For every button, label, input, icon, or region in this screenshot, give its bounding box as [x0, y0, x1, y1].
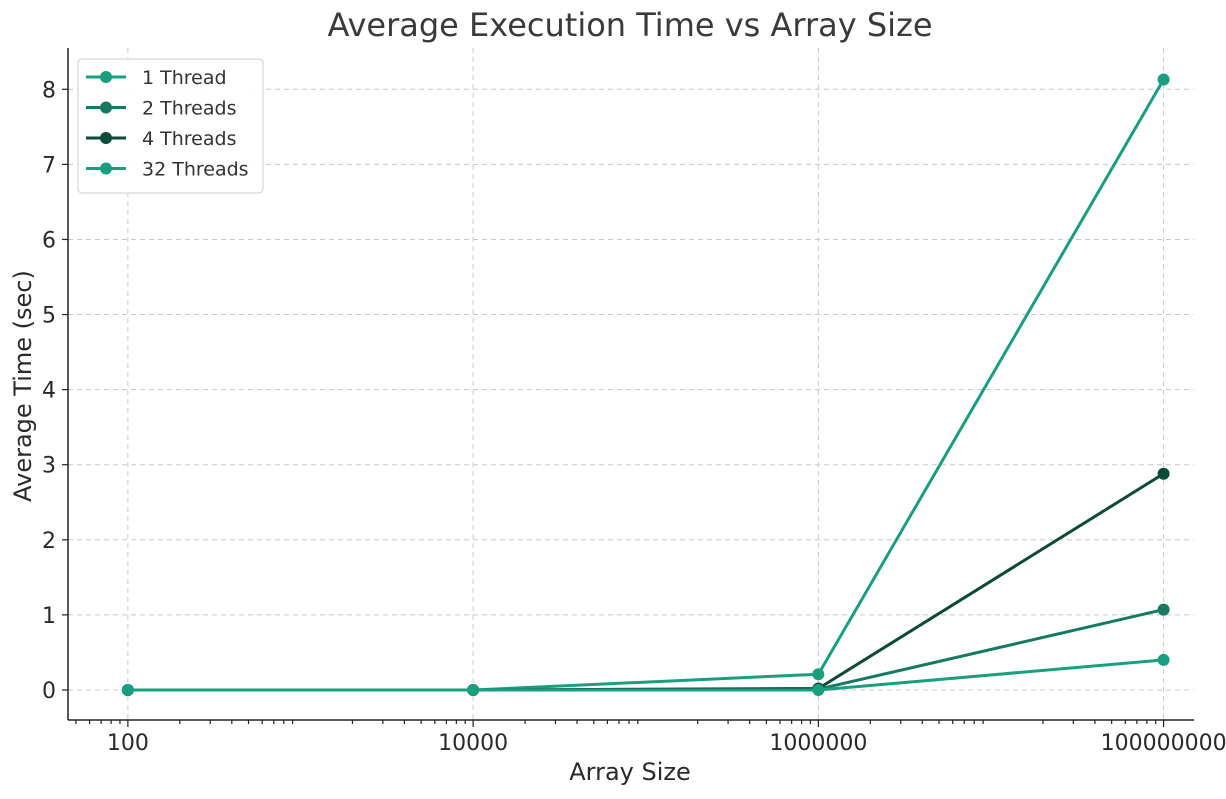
- data-point-4-threads: [1158, 468, 1170, 480]
- y-tick-label: 8: [42, 78, 56, 103]
- y-tick-label: 4: [42, 379, 56, 404]
- series-lines: [122, 74, 1170, 696]
- legend-marker: [100, 102, 112, 114]
- series-1-thread: [122, 74, 1170, 696]
- series-line-32-threads: [128, 660, 1164, 690]
- x-tick-label: 100000000: [1101, 731, 1226, 756]
- series-line-2-threads: [128, 610, 1164, 690]
- x-axis-label: Array Size: [569, 758, 691, 786]
- y-tick-label: 6: [42, 228, 56, 253]
- series-line-4-threads: [128, 474, 1164, 690]
- series-line-1-thread: [128, 80, 1164, 691]
- legend-marker: [100, 132, 112, 144]
- legend-label: 32 Threads: [142, 159, 249, 181]
- data-point-32-threads: [1158, 654, 1170, 666]
- x-tick-label: 1000000: [769, 731, 867, 756]
- series-32-threads: [122, 654, 1170, 696]
- legend-marker: [100, 163, 112, 175]
- data-point-32-threads: [122, 684, 134, 696]
- legend-marker: [100, 71, 112, 83]
- y-tick-label: 2: [42, 529, 56, 554]
- chart-title: Average Execution Time vs Array Size: [327, 6, 932, 44]
- x-tick-label: 100: [107, 731, 149, 756]
- legend-label: 4 Threads: [142, 128, 236, 150]
- y-axis-label: Average Time (sec): [9, 270, 37, 502]
- y-tick-label: 7: [42, 153, 56, 178]
- data-point-2-threads: [1158, 604, 1170, 616]
- x-tick-label: 10000: [438, 731, 508, 756]
- y-tick-label: 0: [42, 679, 56, 704]
- data-point-32-threads: [812, 684, 824, 696]
- data-point-32-threads: [467, 684, 479, 696]
- y-tick-label: 5: [42, 304, 56, 329]
- legend-label: 2 Threads: [142, 98, 236, 120]
- y-tick-label: 3: [42, 454, 56, 479]
- legend: 1 Thread 2 Threads 4 Threads 32 Threads: [78, 59, 263, 193]
- series-4-threads: [122, 468, 1170, 696]
- y-tick-label: 1: [42, 604, 56, 629]
- data-point-1-thread: [1158, 74, 1170, 86]
- legend-label: 1 Thread: [142, 67, 227, 89]
- data-point-1-thread: [812, 668, 824, 680]
